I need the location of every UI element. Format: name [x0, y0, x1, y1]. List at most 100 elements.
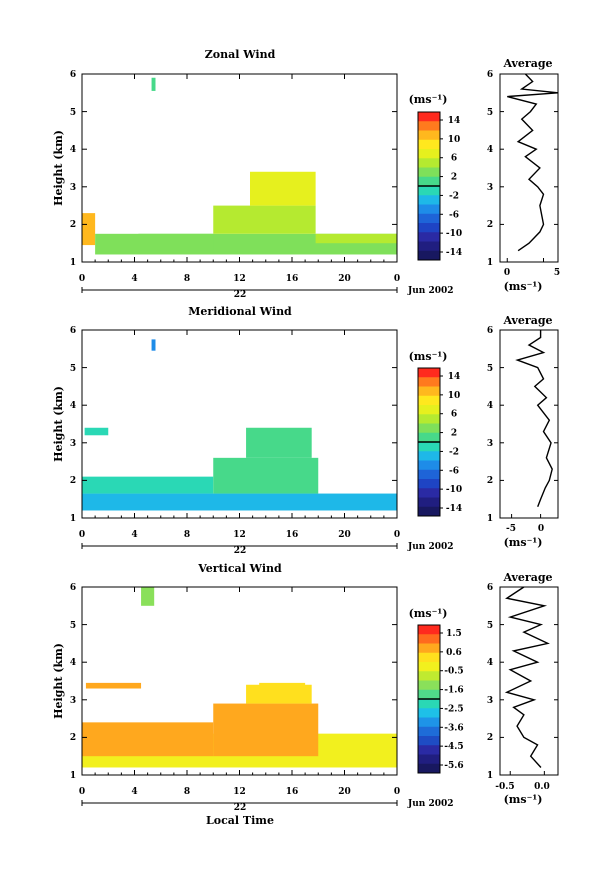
- x-tick-labels: 0 4 8 12 16 20 0: [79, 530, 400, 540]
- x-tick-label: 4: [131, 274, 137, 284]
- y-tick-label: 1: [70, 258, 76, 268]
- colorbar-swatch: [418, 158, 440, 168]
- colorbar-swatch: [418, 232, 440, 242]
- colorbar-swatch: [418, 652, 440, 663]
- colorbar-swatch: [418, 414, 440, 424]
- colorbar-label: 2: [451, 173, 457, 183]
- colorbar-swatch: [418, 745, 440, 755]
- x-tick-label: 0: [79, 530, 85, 540]
- average-profile-line: [504, 586, 550, 768]
- average-x-tick: -5: [506, 524, 516, 534]
- plot-frame: [81, 586, 398, 776]
- colorbar-swatch: [418, 488, 440, 498]
- date-axis: 22 Jun 2002: [81, 286, 454, 300]
- x-tick-label: 12: [233, 530, 246, 540]
- y-tick-label: 4: [487, 401, 493, 411]
- y-tick-label: 6: [70, 70, 76, 80]
- y-tick-label: 2: [487, 733, 493, 743]
- y-tick-label: 3: [70, 439, 76, 449]
- y-tick-label: 2: [487, 220, 493, 230]
- x-tick-label: 0: [79, 274, 85, 284]
- y-tick-label: 5: [70, 364, 76, 374]
- colorbar-swatch: [418, 241, 440, 252]
- y-tick-label: 1: [487, 514, 493, 524]
- average-frame: [499, 73, 559, 263]
- date-day: 22: [234, 546, 247, 556]
- zonal-wind-heatmap: [81, 73, 398, 263]
- colorbar-label: -10: [446, 485, 462, 495]
- y-tick-label: 6: [487, 583, 493, 593]
- average-x-label: (ms⁻¹): [504, 536, 543, 549]
- units-label: (ms⁻¹): [409, 93, 448, 106]
- average-frame: [499, 586, 559, 776]
- average-frame: [499, 329, 559, 519]
- y-tick-label: 4: [487, 658, 493, 668]
- average-title: Average: [502, 57, 552, 70]
- colorbar-label: -6: [449, 210, 459, 220]
- colorbar-swatch: [418, 726, 440, 737]
- average-x-tick: 0: [504, 268, 510, 278]
- panel-title: Meridional Wind: [188, 305, 292, 318]
- colorbar-swatch: [418, 149, 440, 159]
- x-tick-label: 0: [394, 274, 400, 284]
- y-axis-label: Height (km): [52, 130, 65, 206]
- average-profile-line: [507, 73, 559, 252]
- date-month-year: Jun 2002: [407, 542, 454, 552]
- heatmap-cell: [138, 233, 214, 251]
- colorbar-swatch: [418, 130, 440, 141]
- colorbar-label: -6: [449, 466, 459, 476]
- colorbar-swatch: [418, 699, 440, 709]
- y-tick-labels: 1 2 3 4 5 6: [70, 583, 76, 781]
- colorbar-label: -3.6: [444, 723, 463, 733]
- colorbar-swatch: [418, 250, 440, 261]
- average-profile: [500, 586, 558, 776]
- colorbar-swatch: [418, 223, 440, 233]
- heatmap-cell: [246, 427, 312, 458]
- heatmap-cell: [213, 205, 316, 234]
- average-x-tick: -0.5: [495, 782, 514, 792]
- average-y-tick-labels: 1 2 3 4 5 6: [487, 326, 493, 524]
- meridional-wind-heatmap: [81, 329, 398, 519]
- average-title: Average: [502, 571, 552, 584]
- colorbar-swatch: [418, 479, 440, 489]
- average-title: Average: [502, 314, 552, 327]
- x-axis-label: Local Time: [206, 814, 274, 827]
- x-tick-label: 20: [338, 787, 351, 797]
- colorbar-swatch: [418, 368, 440, 378]
- date-axis: 22 Jun 2002: [81, 799, 454, 813]
- x-tick-label: 8: [184, 787, 190, 797]
- x-tick-label: 12: [233, 787, 246, 797]
- y-axis-label: Height (km): [52, 643, 65, 719]
- x-tick-label: 4: [131, 530, 137, 540]
- plot-frame: [81, 329, 398, 519]
- x-tick-label: 16: [286, 787, 299, 797]
- average-profile-line: [515, 330, 553, 507]
- colorbar-label: -2: [449, 447, 459, 457]
- colorbar-label: -10: [446, 229, 462, 239]
- colorbar-label: -5.6: [444, 761, 463, 771]
- y-tick-label: 6: [70, 583, 76, 593]
- average-x-tick: 0: [538, 524, 544, 534]
- colorbar-swatch: [418, 662, 440, 672]
- x-tick-label: 8: [184, 274, 190, 284]
- colorbar-swatch: [418, 121, 440, 131]
- x-tick-label: 16: [286, 274, 299, 284]
- colorbar-swatch: [418, 460, 440, 471]
- y-tick-label: 6: [487, 70, 493, 80]
- y-tick-label: 4: [70, 145, 76, 155]
- colorbar-swatch: [418, 213, 440, 224]
- y-tick-labels: 1 2 3 4 5 6: [70, 70, 76, 268]
- colorbar-swatch: [418, 377, 440, 387]
- heatmap-cell: [84, 427, 109, 436]
- panel-title: Zonal Wind: [205, 48, 276, 61]
- colorbar-swatch: [418, 506, 440, 517]
- x-tick-label: 0: [394, 530, 400, 540]
- vertical-wind-heatmap: [81, 586, 398, 776]
- colorbar-label: 0.6: [446, 648, 462, 658]
- y-tick-label: 1: [487, 771, 493, 781]
- y-tick-label: 5: [70, 108, 76, 118]
- y-tick-label: 5: [487, 621, 493, 631]
- colorbar-swatch: [418, 671, 440, 681]
- colorbar-swatch: [418, 186, 440, 196]
- y-tick-label: 5: [487, 108, 493, 118]
